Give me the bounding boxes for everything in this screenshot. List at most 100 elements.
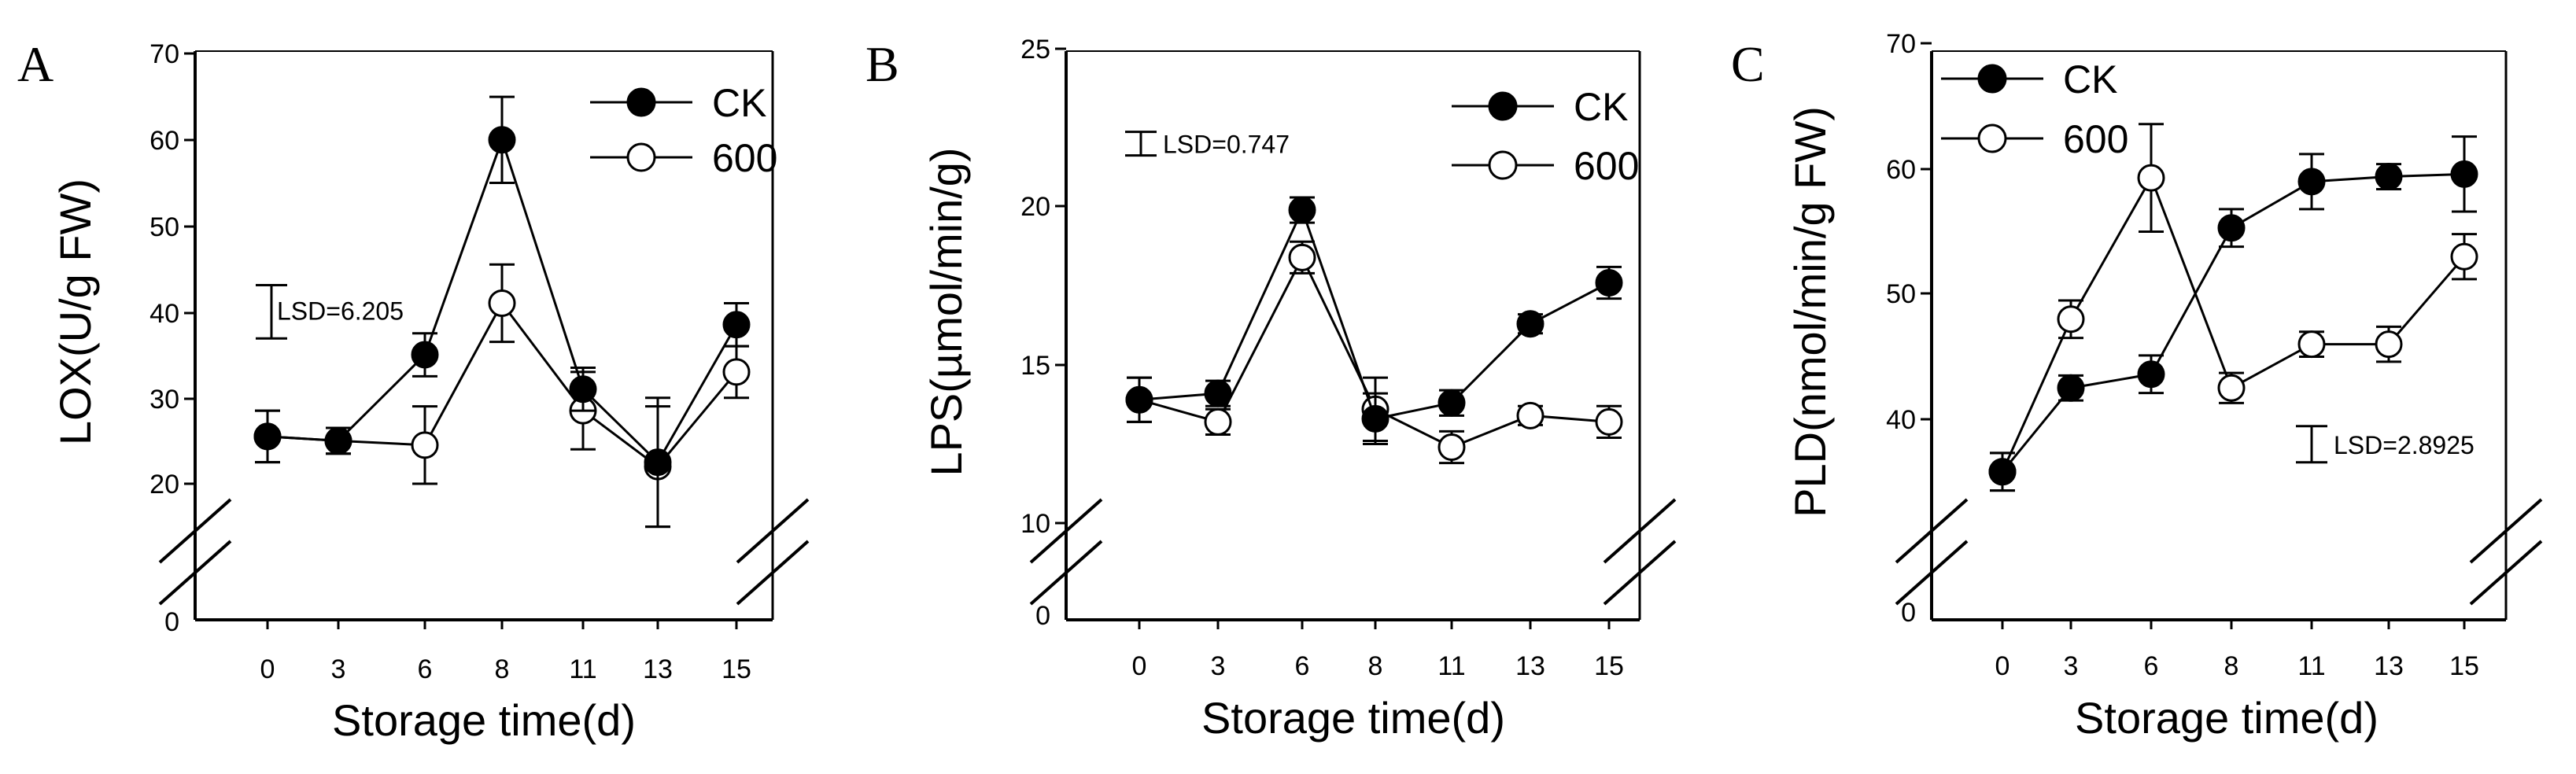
y-tick-label: 25 — [1020, 35, 1050, 64]
data-point — [1595, 268, 1623, 297]
y-tick-label: 10 — [1020, 509, 1050, 539]
data-point — [2297, 330, 2326, 359]
x-tick-label: 11 — [2297, 651, 2325, 681]
data-point — [488, 289, 516, 317]
left-axis-break-mark — [1895, 498, 1969, 564]
right-axis-break-mark — [2469, 498, 2543, 564]
data-point — [2057, 374, 2085, 402]
left-axis-break-mark — [158, 498, 232, 564]
data-point — [2137, 360, 2165, 389]
lsd-bar: LSD=2.8925 — [2296, 425, 2475, 464]
panel-letter: A — [17, 36, 54, 92]
y-axis-title: LOX(U/g FW) — [50, 179, 100, 445]
y-tick-label: 50 — [149, 212, 179, 242]
data-point — [1437, 389, 1466, 417]
data-point — [644, 448, 672, 477]
data-point — [2137, 164, 2165, 192]
data-point — [1204, 407, 1232, 436]
x-tick-label: 13 — [1515, 651, 1545, 681]
x-tick-label: 13 — [643, 654, 673, 684]
y-tick-label: 60 — [149, 126, 179, 156]
x-tick-label: 13 — [2374, 651, 2404, 681]
right-axis-break-mark — [1603, 540, 1677, 606]
data-point — [722, 311, 751, 339]
legend-marker — [1488, 91, 1518, 121]
data-point — [2057, 305, 2085, 334]
x-tick-label: 0 — [1995, 651, 2010, 681]
y-tick-label: 0 — [1035, 601, 1050, 631]
y-tick-label: 40 — [149, 299, 179, 329]
x-tick-label: 15 — [2449, 651, 2479, 681]
lsd-bar: LSD=6.205 — [256, 283, 404, 340]
panel-a: A 0 20 30 40 50 60 70 0 3 6 8 11 13 15 Storage time(d) L… — [17, 36, 810, 745]
data-point — [569, 375, 597, 404]
lsd-label: LSD=6.205 — [277, 297, 404, 325]
panel-b: B 0 10 15 20 25 0 3 6 8 11 13 15 Storage time(d) LPS(µ… — [865, 35, 1677, 743]
data-point — [324, 426, 352, 455]
data-point — [1361, 404, 1389, 433]
data-point — [2450, 242, 2478, 271]
data-point — [2375, 163, 2403, 191]
data-point — [411, 431, 439, 459]
legend-marker — [626, 87, 656, 117]
data-point — [488, 126, 516, 154]
x-tick-label: 6 — [1295, 651, 1310, 681]
data-point — [722, 358, 751, 386]
panel-letter: C — [1731, 36, 1765, 92]
series-ck — [1988, 135, 2478, 492]
x-tick-label: 6 — [2144, 651, 2159, 681]
data-point — [411, 341, 439, 369]
x-tick-label: 3 — [2064, 651, 2079, 681]
lsd-label: LSD=0.747 — [1163, 131, 1290, 159]
x-tick-label: 8 — [2224, 651, 2239, 681]
legend: CK 600 — [590, 81, 777, 180]
data-point — [1595, 407, 1623, 436]
data-point — [2217, 374, 2246, 402]
x-tick-label: 15 — [1594, 651, 1624, 681]
x-axis-title: Storage time(d) — [332, 695, 636, 745]
data-point — [1516, 310, 1544, 338]
lsd-bar: LSD=0.747 — [1125, 131, 1290, 159]
data-point — [1288, 196, 1316, 224]
data-point — [1204, 379, 1232, 407]
data-point — [2297, 168, 2326, 196]
legend: CK 600 — [1452, 85, 1639, 188]
y-axis-title: LPS(µmol/min/g) — [921, 147, 971, 476]
left-axis-break-mark — [158, 540, 232, 606]
y-tick-label: 15 — [1020, 351, 1050, 381]
x-tick-label: 6 — [418, 654, 433, 684]
series-ck — [1125, 196, 1623, 445]
panel-letter: B — [865, 36, 899, 92]
legend-label: CK — [712, 81, 766, 125]
x-tick-label: 11 — [569, 654, 596, 684]
left-axis-break-mark — [1029, 498, 1103, 564]
y-tick-label: 20 — [149, 470, 179, 499]
legend: CK 600 — [1941, 57, 2128, 161]
legend-label: 600 — [1574, 144, 1639, 188]
x-tick-label: 11 — [1437, 651, 1465, 681]
y-tick-label: 60 — [1886, 155, 1916, 185]
x-tick-label: 15 — [722, 654, 751, 684]
legend-marker — [626, 142, 656, 172]
data-point — [2375, 330, 2403, 359]
x-tick-label: 3 — [1211, 651, 1226, 681]
right-axis-break-mark — [2469, 540, 2543, 606]
legend-marker — [1488, 150, 1518, 180]
data-point — [1288, 243, 1316, 271]
x-axis-title: Storage time(d) — [1201, 693, 1505, 743]
left-axis-break-mark — [1029, 540, 1103, 606]
right-axis-break-mark — [736, 540, 810, 606]
y-tick-label: 70 — [1886, 29, 1916, 59]
data-point — [2217, 214, 2246, 242]
legend-label: 600 — [712, 136, 777, 180]
x-axis-title: Storage time(d) — [2075, 693, 2379, 743]
legend-label: CK — [1574, 85, 1628, 129]
y-tick-label: 20 — [1020, 192, 1050, 222]
data-point — [1437, 433, 1466, 462]
y-tick-label: 70 — [149, 39, 179, 69]
data-point — [253, 422, 282, 451]
legend-marker — [1977, 64, 2007, 94]
left-axis-break-mark — [1895, 540, 1969, 606]
data-point — [2450, 160, 2478, 188]
